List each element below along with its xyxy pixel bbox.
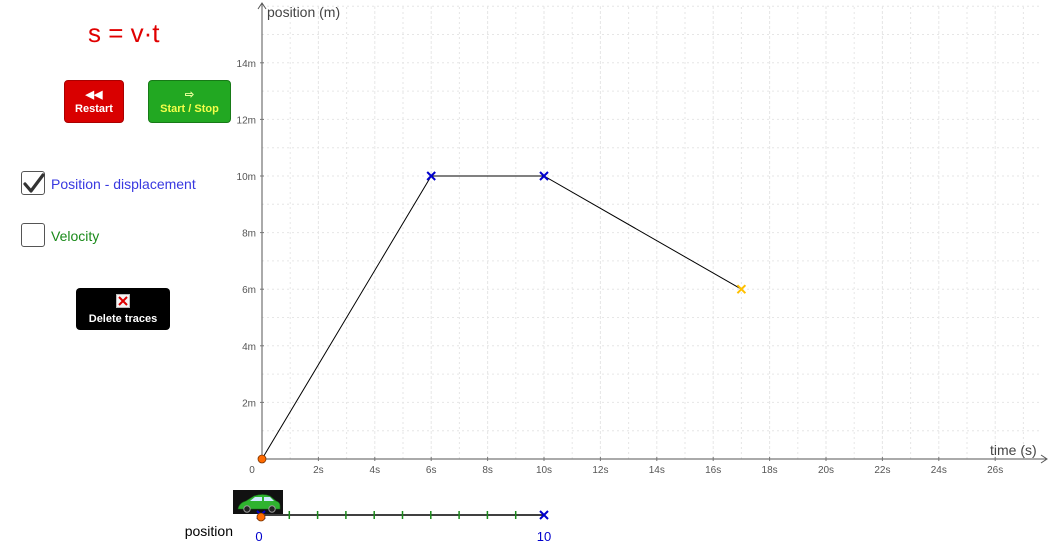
velocity-checkbox-label[interactable]: Velocity bbox=[51, 228, 100, 244]
y-tick-label: 12m bbox=[237, 115, 256, 126]
y-tick-label: 8m bbox=[242, 229, 256, 240]
x-tick-label: 2s bbox=[313, 465, 324, 476]
start-stop-button[interactable]: ⇨ Start / Stop bbox=[148, 80, 231, 123]
x-axis-label: time (s) bbox=[990, 442, 1037, 458]
restart-label: Restart bbox=[75, 102, 113, 115]
car-position-dot[interactable] bbox=[256, 512, 266, 522]
x-tick-label: 12s bbox=[592, 465, 608, 476]
formula-text: s = v·t bbox=[88, 18, 160, 48]
x-marker bbox=[736, 284, 747, 294]
x-tick-label: 0 bbox=[249, 465, 255, 476]
x-tick-label: 24s bbox=[931, 465, 947, 476]
y-axis-label: position (m) bbox=[267, 4, 340, 20]
position-end-label: 10 bbox=[537, 529, 551, 544]
velocity-checkbox[interactable] bbox=[21, 223, 45, 247]
start-stop-label: Start / Stop bbox=[160, 102, 219, 115]
x-tick-label: 22s bbox=[874, 465, 890, 476]
x-marker bbox=[426, 171, 436, 181]
data-point-marker[interactable] bbox=[539, 171, 549, 181]
arrow-right-icon: ⇨ bbox=[184, 88, 195, 101]
x-tick-label: 20s bbox=[818, 465, 834, 476]
delete-traces-label: Delete traces bbox=[88, 312, 158, 325]
chart-axes bbox=[257, 2, 1048, 464]
series-line bbox=[261, 175, 742, 460]
position-number-line[interactable]: position 0 10 bbox=[185, 490, 552, 544]
x-tick-label: 26s bbox=[987, 465, 1003, 476]
rewind-icon: ◀◀ bbox=[85, 88, 103, 101]
data-point-origin[interactable] bbox=[257, 454, 267, 464]
restart-button[interactable]: ◀◀ Restart bbox=[64, 80, 124, 123]
position-start-label: 0 bbox=[255, 529, 262, 544]
data-point-marker[interactable] bbox=[426, 171, 436, 181]
x-tick-label: 16s bbox=[705, 465, 721, 476]
x-tick-label: 6s bbox=[426, 465, 437, 476]
delete-icon bbox=[116, 293, 130, 311]
x-marker bbox=[539, 171, 549, 181]
car-icon[interactable] bbox=[233, 490, 283, 514]
target-marker bbox=[539, 510, 549, 520]
chart-tick-labels: 0 2s 4s 6s 8s 10s 12s 14s 16s 18s 20s 22s 24s 26s 2m 4m… bbox=[237, 59, 1004, 476]
y-tick-label: 10m bbox=[237, 172, 256, 183]
data-point-marker[interactable] bbox=[736, 284, 747, 294]
y-axis-arrow bbox=[257, 2, 267, 10]
x-tick-label: 18s bbox=[762, 465, 778, 476]
y-tick-label: 14m bbox=[237, 59, 256, 70]
x-tick-label: 8s bbox=[482, 465, 493, 476]
x-tick-label: 4s bbox=[370, 465, 381, 476]
position-line-label: position bbox=[185, 523, 233, 539]
checkmark-icon bbox=[23, 173, 45, 193]
chart-grid bbox=[262, 5, 1040, 459]
position-checkbox[interactable] bbox=[21, 171, 45, 195]
y-tick-label: 2m bbox=[242, 398, 256, 409]
y-tick-label: 4m bbox=[242, 342, 256, 353]
position-checkbox-label[interactable]: Position - displacement bbox=[51, 176, 196, 192]
x-tick-label: 14s bbox=[649, 465, 665, 476]
delete-traces-button[interactable]: Delete traces bbox=[76, 288, 170, 330]
chart-series[interactable] bbox=[257, 171, 747, 464]
y-tick-label: 6m bbox=[242, 285, 256, 296]
x-tick-label: 10s bbox=[536, 465, 552, 476]
x-axis-arrow bbox=[1040, 454, 1048, 464]
